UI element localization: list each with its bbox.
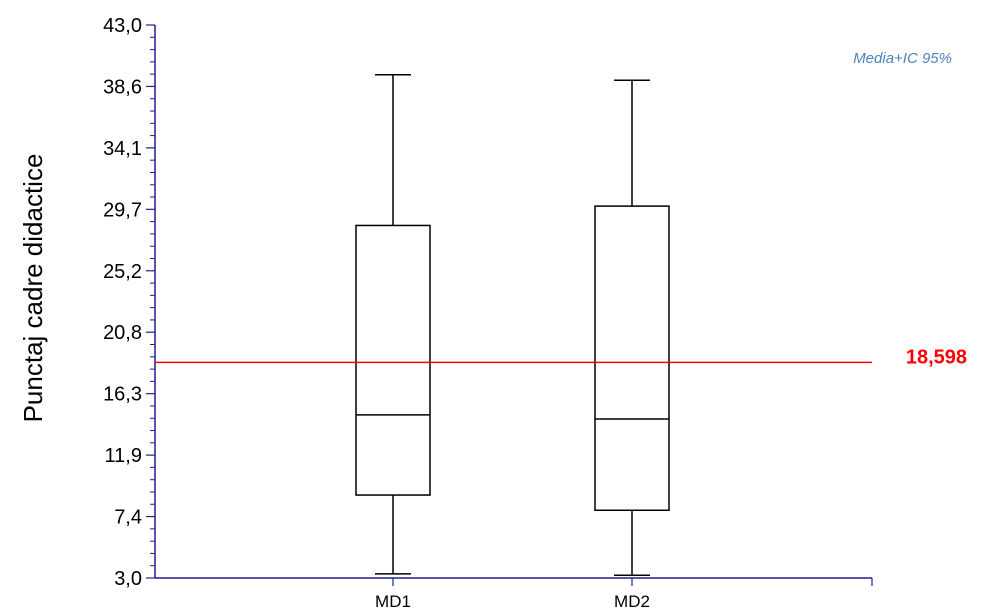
y-tick-label: 16,3 <box>103 384 142 406</box>
x-ticks <box>393 578 872 586</box>
x-category-label: MD1 <box>375 592 411 611</box>
y-tick-label: 38,6 <box>103 76 142 98</box>
category-labels: MD1 MD2 <box>375 592 650 611</box>
reference-line-group: 18,598 <box>155 346 967 368</box>
chart-annotation: Media+IC 95% <box>853 50 952 67</box>
y-tick-label: 25,2 <box>103 261 142 283</box>
y-tick-label: 20,8 <box>103 322 142 344</box>
box-md2 <box>595 80 669 575</box>
y-tick-label: 29,7 <box>103 199 142 221</box>
y-tick-labels: 43,0 38,6 34,1 29,7 25,2 20,8 16,3 11,9 7,4 3,0 <box>103 15 142 590</box>
y-tick-label: 7,4 <box>114 507 142 529</box>
axes <box>155 25 872 578</box>
y-axis-label: Punctaj cadre didactice <box>18 154 48 423</box>
reference-line-label: 18,598 <box>906 346 967 368</box>
box-md1 <box>356 75 430 574</box>
boxes <box>356 75 669 575</box>
x-category-label: MD2 <box>614 592 650 611</box>
iqr-box <box>356 225 430 495</box>
y-tick-label: 34,1 <box>103 138 142 160</box>
y-tick-label: 43,0 <box>103 15 142 37</box>
y-ticks <box>146 25 155 578</box>
iqr-box <box>595 206 669 510</box>
y-tick-label: 11,9 <box>105 445 142 467</box>
y-tick-label: 3,0 <box>114 568 142 590</box>
